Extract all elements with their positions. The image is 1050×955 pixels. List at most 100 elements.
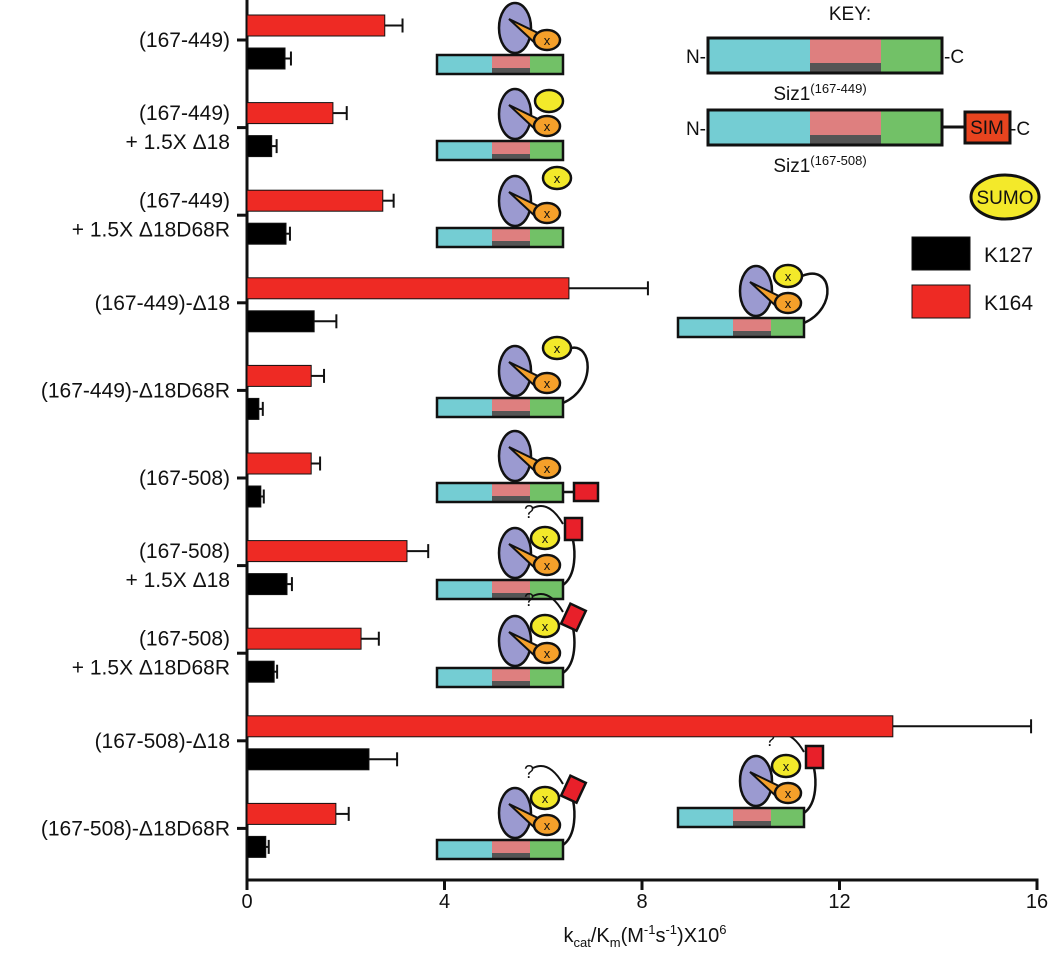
label-part: cat — [573, 935, 591, 950]
site-mark: x — [554, 171, 561, 186]
key-part: (167-449) — [810, 81, 866, 96]
question-mark: ? — [765, 730, 775, 750]
domain — [733, 821, 771, 827]
x-tick-label: 4 — [439, 891, 450, 913]
substrate — [532, 641, 562, 665]
site-mark: x — [544, 206, 551, 221]
domain — [437, 55, 492, 74]
domain — [530, 55, 563, 74]
substrate — [532, 813, 562, 837]
bar — [246, 14, 386, 37]
e2-enzyme — [497, 526, 533, 580]
e2-enzyme — [497, 429, 533, 483]
error-bar — [311, 456, 322, 471]
label-line: (167-449) — [139, 102, 230, 125]
legend-label: K127 — [984, 244, 1033, 267]
domain — [492, 840, 530, 853]
site-mark: x — [542, 531, 549, 546]
domain — [492, 55, 530, 68]
y-tick-label: (167-508) + 1.5X Δ18D68R — [72, 628, 230, 680]
domain — [492, 398, 530, 411]
y-tick-label: (167-449) + 1.5X Δ18 — [125, 102, 230, 154]
x-tick-label: 12 — [828, 891, 850, 913]
substrate — [532, 553, 562, 577]
sim-box — [559, 773, 588, 805]
domain — [492, 68, 530, 74]
bar — [246, 485, 262, 508]
substrate — [532, 28, 562, 52]
tether — [562, 799, 576, 847]
schematic: x — [435, 87, 565, 162]
question-mark: ? — [524, 502, 534, 522]
e2-enzyme — [497, 786, 533, 840]
x-tick-label: 8 — [636, 891, 647, 913]
substrate — [532, 114, 562, 138]
domain — [530, 398, 563, 417]
error-bar — [286, 577, 293, 592]
site-mark: x — [544, 646, 551, 661]
domain — [492, 483, 530, 496]
bar — [246, 715, 894, 738]
tether — [562, 346, 589, 405]
schematic: xx — [435, 335, 589, 419]
domain-outline — [435, 578, 565, 601]
bar — [246, 277, 570, 300]
bar — [246, 364, 312, 387]
bar — [246, 540, 408, 563]
domain — [708, 110, 810, 145]
error-bar — [286, 226, 291, 241]
bar — [246, 835, 267, 858]
error-bar — [568, 281, 649, 296]
domain — [530, 483, 563, 502]
error-bar — [361, 631, 380, 646]
label-part: m — [610, 935, 621, 950]
domain — [881, 110, 942, 145]
sim-box — [963, 110, 1012, 145]
domain — [437, 228, 492, 247]
site-mark: x — [544, 33, 551, 48]
error-bar — [271, 139, 278, 154]
legend-label: K164 — [984, 292, 1033, 315]
e2-enzyme — [497, 1, 533, 55]
error-bar — [382, 193, 395, 208]
domain — [492, 411, 530, 417]
key-part: Siz1 — [773, 156, 810, 177]
error-bar — [274, 664, 279, 679]
y-tick-label: (167-449)-Δ18 — [95, 292, 230, 315]
e2-enzyme — [497, 344, 533, 398]
tether — [562, 539, 576, 587]
bar — [246, 802, 337, 825]
key-part: Siz1 — [773, 84, 810, 105]
label-line: (167-508)-Δ18D68R — [41, 817, 230, 840]
domain-outline — [435, 396, 565, 419]
key-construct: Siz1(167-508) — [773, 153, 866, 177]
site-mark: x — [542, 619, 549, 634]
domain — [733, 808, 771, 821]
key-c: -C — [944, 47, 964, 68]
site-mark: x — [544, 461, 551, 476]
bar — [246, 627, 362, 650]
label-part: k — [563, 925, 574, 947]
domain — [492, 580, 530, 593]
schematic: xx? — [435, 590, 588, 689]
sumo — [529, 613, 561, 639]
x-tick-label: 16 — [1026, 891, 1048, 913]
y-tick-label: (167-449) + 1.5X Δ18D68R — [72, 190, 230, 242]
key-title: KEY: — [829, 4, 871, 25]
error-bar — [311, 368, 326, 383]
legend: K127 K164 — [911, 236, 1033, 319]
domain — [492, 141, 530, 154]
site-mark: x — [783, 759, 790, 774]
key-sumo: SUMO — [977, 188, 1034, 209]
error-bar — [384, 18, 404, 33]
y-tick-label: (167-449)-Δ18D68R — [41, 379, 230, 402]
e2-enzyme — [497, 614, 533, 668]
domain — [530, 228, 563, 247]
bar — [246, 397, 260, 420]
domain — [810, 63, 881, 73]
arrow — [532, 593, 564, 613]
label-line: (167-508) — [139, 540, 230, 563]
arrow — [532, 765, 564, 785]
